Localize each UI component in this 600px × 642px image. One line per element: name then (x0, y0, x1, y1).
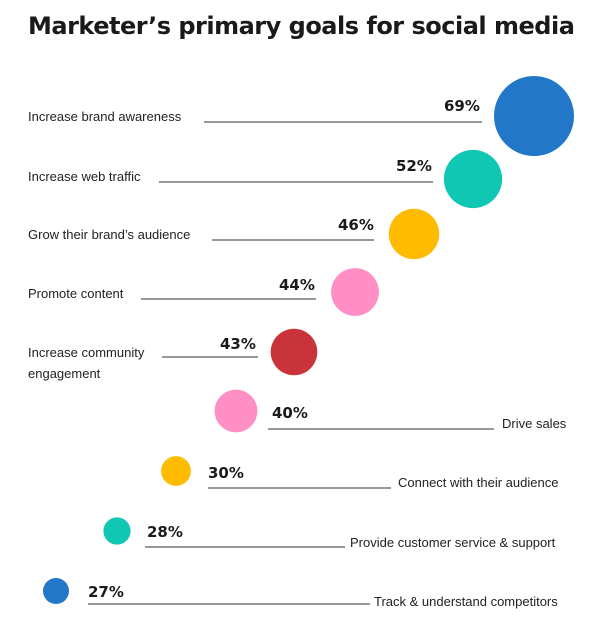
bubble-increase-web-traffic (443, 149, 503, 209)
category-label-increase-brand-awareness: Increase brand awareness (28, 109, 182, 124)
value-label-drive-sales: 40% (272, 404, 308, 422)
category-label-drive-sales: Drive sales (502, 416, 567, 431)
bubble-increase-brand-awareness (494, 76, 574, 156)
category-label-track-understand-competitors: Track & understand competitors (374, 594, 558, 609)
category-label-increase-community-engagement: Increase community engagement (28, 345, 145, 381)
value-label-promote-content: 44% (279, 276, 315, 294)
bubble-track-understand-competitors (43, 578, 69, 604)
bubble-provide-customer-service-support (103, 517, 131, 545)
value-label-increase-brand-awareness: 69% (444, 97, 480, 115)
value-label-grow-their-brand-s-audience: 46% (338, 216, 374, 234)
bubble-drive-sales (214, 389, 258, 433)
category-label-promote-content: Promote content (28, 286, 124, 301)
bubble-grow-their-brand-s-audience (388, 208, 440, 260)
value-label-connect-with-their-audience: 30% (208, 464, 244, 482)
category-label-provide-customer-service-support: Provide customer service & support (350, 535, 556, 550)
value-label-increase-web-traffic: 52% (396, 157, 432, 175)
value-label-provide-customer-service-support: 28% (147, 523, 183, 541)
bubble-connect-with-their-audience (161, 456, 191, 486)
chart-title: Marketer’s primary goals for social medi… (28, 12, 575, 40)
value-label-track-understand-competitors: 27% (88, 583, 124, 601)
category-label-connect-with-their-audience: Connect with their audience (398, 475, 558, 490)
value-label-increase-community-engagement: 43% (220, 335, 256, 353)
bubble-increase-community-engagement (270, 328, 318, 376)
category-label-grow-their-brand-s-audience: Grow their brand’s audience (28, 227, 190, 242)
bubble-promote-content (331, 268, 379, 316)
category-label-increase-web-traffic: Increase web traffic (28, 169, 141, 184)
